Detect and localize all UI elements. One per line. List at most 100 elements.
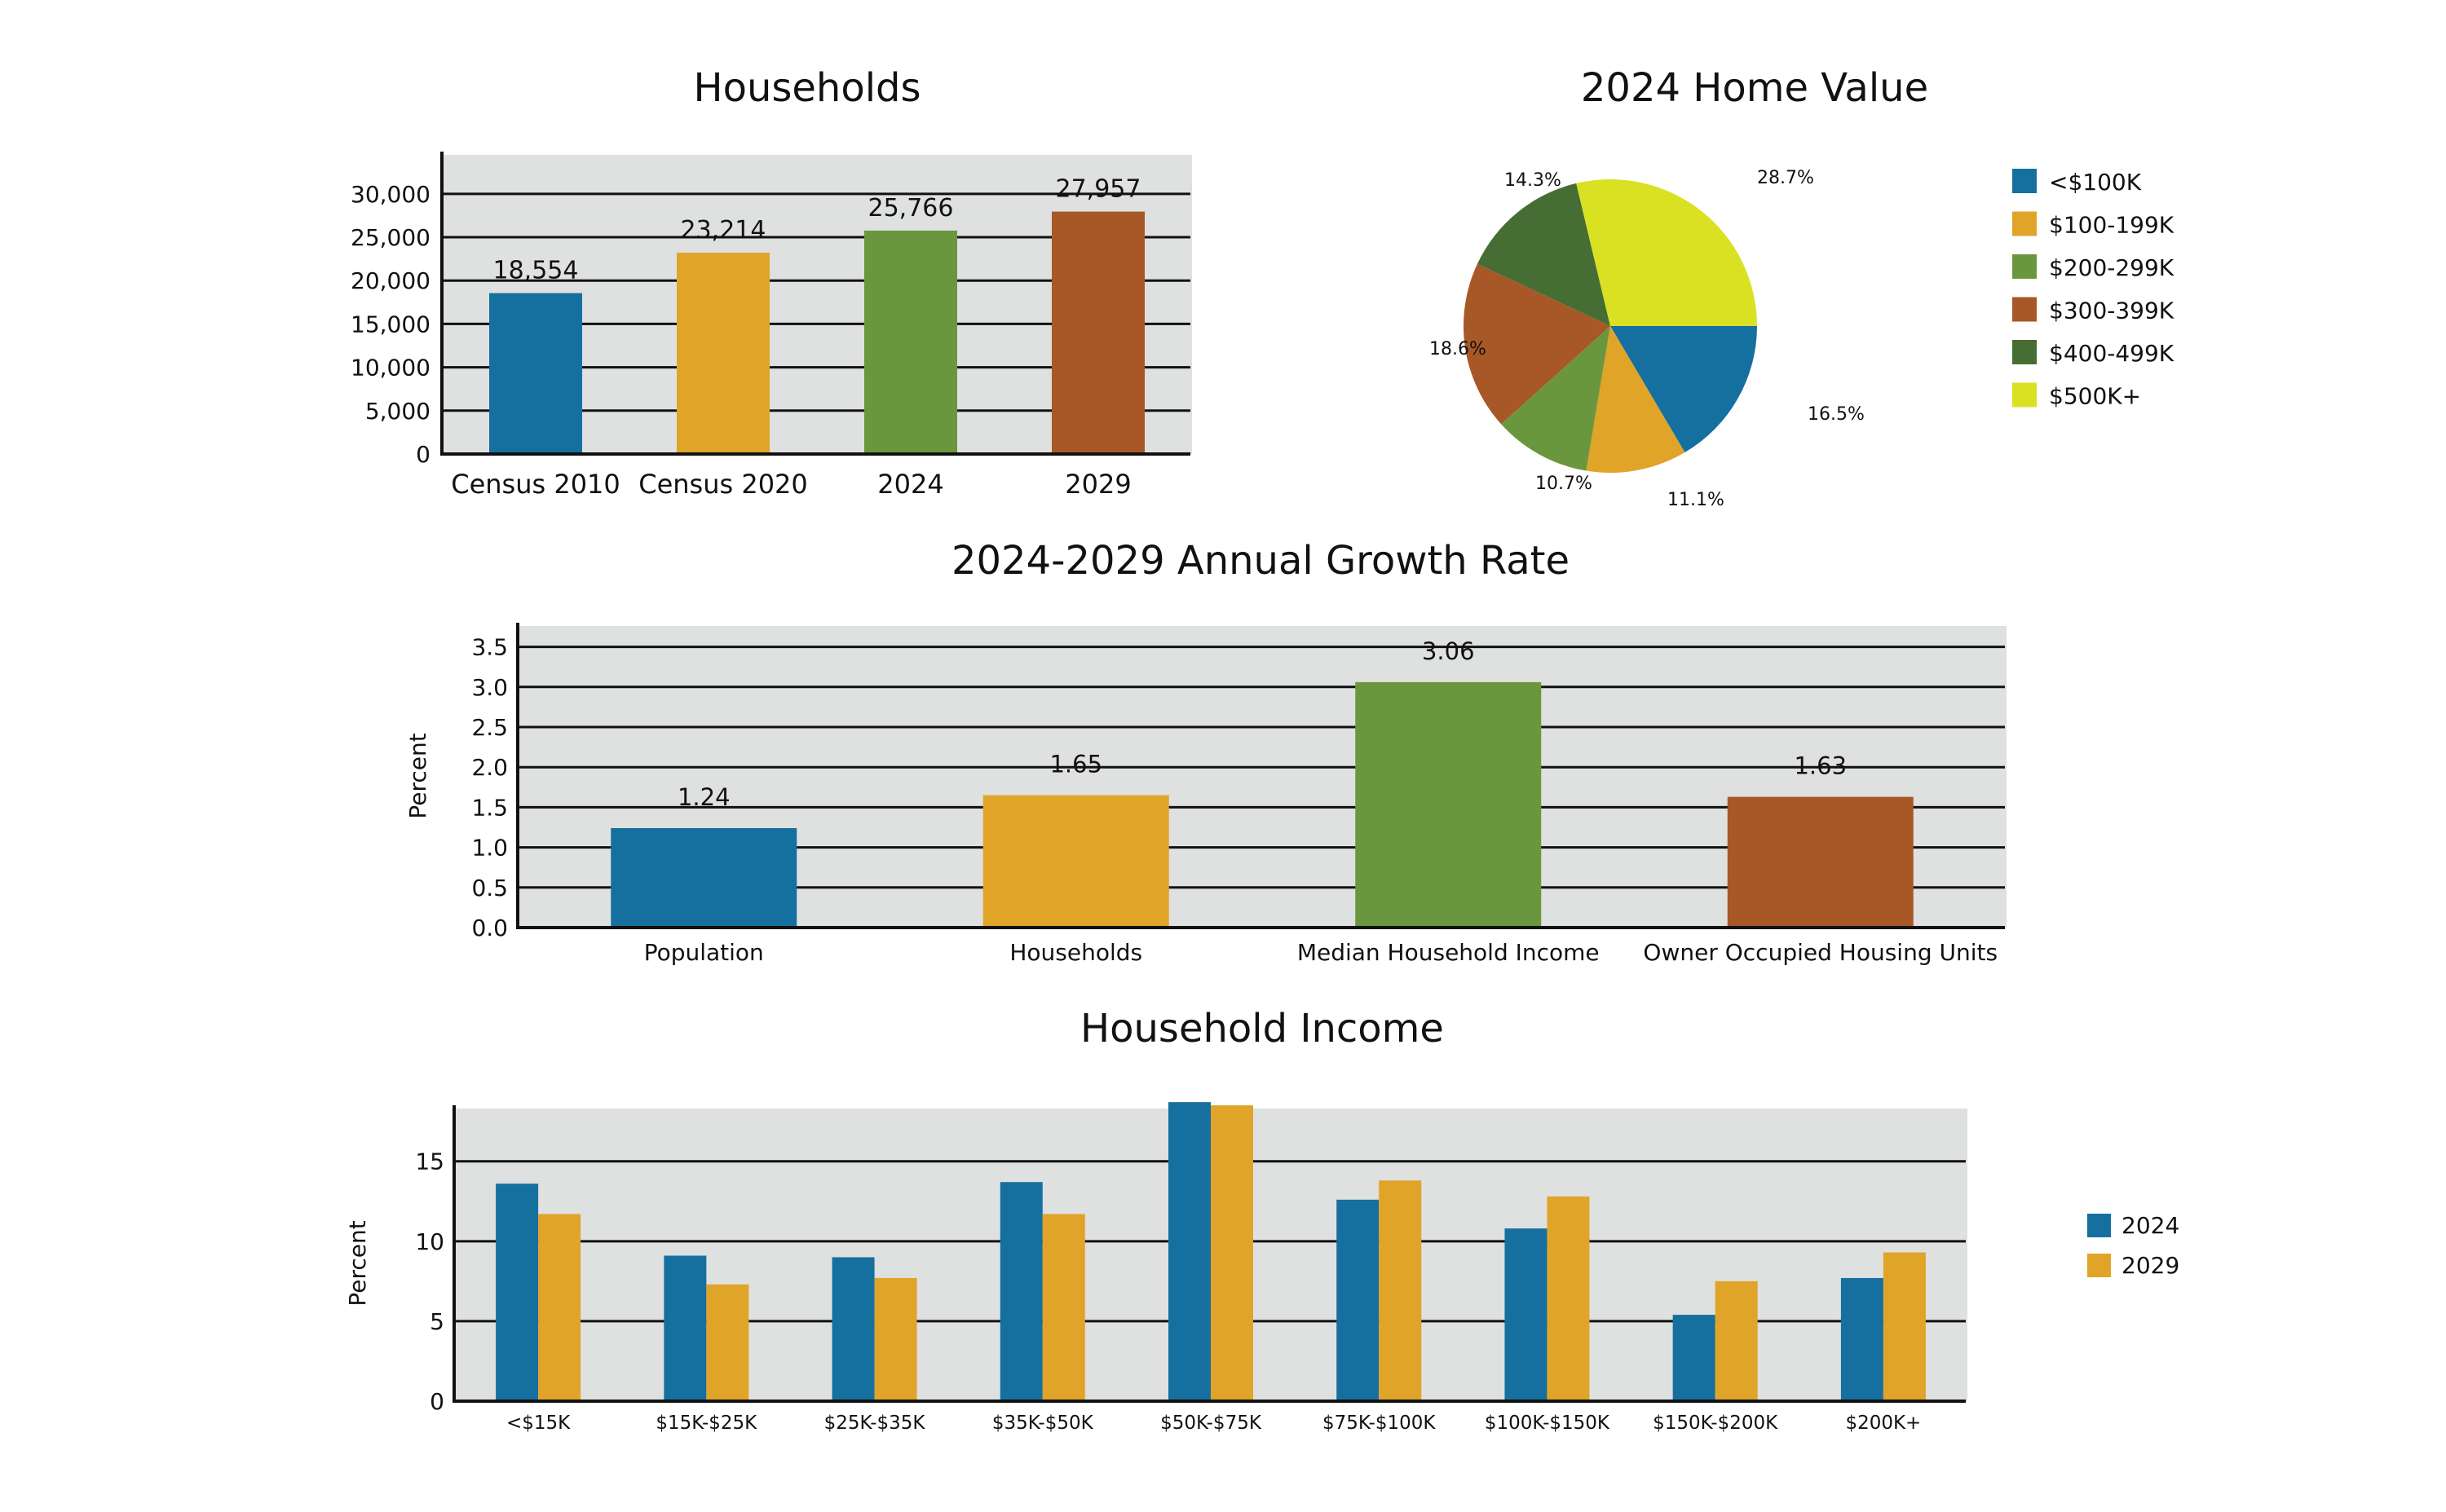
- pie-slice-0: [1610, 326, 1757, 453]
- bar-2029-1: [706, 1284, 749, 1401]
- bar-2024-1: [664, 1255, 707, 1401]
- bar-2029-0: [538, 1214, 581, 1401]
- pie-legend: <$100K $100-199K $200-299K $300-399K $400-49…: [2012, 169, 2174, 410]
- bar-2029-6: [1547, 1196, 1590, 1401]
- bar-2029-4: [1211, 1105, 1253, 1401]
- bar-value-label: 1.65: [1049, 751, 1102, 778]
- y-tick-label: 15: [415, 1148, 444, 1175]
- bar-owner-occupied-housing-units: [1727, 796, 1914, 928]
- y-tick-label: 3.5: [471, 634, 508, 661]
- income-legend: 2024 2029: [2087, 1212, 2179, 1279]
- x-tick-label: $25K-$35K: [824, 1413, 926, 1434]
- y-tick-label: 0: [430, 1388, 444, 1415]
- x-tick-label: $50K-$75K: [1160, 1413, 1262, 1434]
- bar-2029-5: [1379, 1180, 1422, 1401]
- bar-value-label: 25,766: [868, 194, 954, 223]
- bar-value-label: 1.24: [678, 783, 731, 811]
- bar-2024: [864, 230, 957, 454]
- legend-swatch: [2012, 382, 2037, 408]
- growth-y-axis-label: Percent: [404, 733, 431, 818]
- legend-label: 2029: [2121, 1252, 2179, 1279]
- bar-value-label: 27,957: [1056, 175, 1141, 204]
- bar-2024-8: [1840, 1277, 1883, 1401]
- x-tick-label: Census 2010: [451, 469, 620, 500]
- x-tick-label: $15K-$25K: [656, 1413, 757, 1434]
- legend-label: $400-499K: [2049, 340, 2174, 367]
- bar-2024-6: [1504, 1228, 1548, 1401]
- pie-slice-label: 11.1%: [1667, 490, 1724, 510]
- legend-swatch: [2087, 1214, 2111, 1237]
- x-tick-label: $100K-$150K: [1485, 1413, 1610, 1434]
- bar-2029-2: [874, 1277, 917, 1401]
- household-income-chart: Household Income Percent 0 5 10 15 <$15K $15K…: [344, 1006, 2179, 1434]
- y-tick-label: 15,000: [351, 311, 430, 337]
- x-tick-label: Owner Occupied Housing Units: [1643, 939, 1998, 966]
- bar-2024-0: [496, 1184, 539, 1401]
- y-tick-label: 10,000: [351, 355, 430, 381]
- pie-slice-label: 16.5%: [1808, 404, 1865, 425]
- legend-swatch: [2012, 211, 2037, 236]
- pie-slice-4: [1477, 183, 1610, 326]
- bar-households: [982, 795, 1169, 928]
- y-tick-label: 2.0: [471, 754, 508, 781]
- y-tick-label: 20,000: [351, 267, 430, 294]
- households-chart: Households 0 5,000 10,000 15,000 20,000 25,00…: [351, 65, 1192, 500]
- households-title: Households: [693, 65, 921, 111]
- pie-slice-2: [1501, 326, 1610, 471]
- y-tick-label: 3.0: [471, 674, 508, 701]
- pie-slice-1: [1586, 326, 1685, 473]
- bar-2024-2: [832, 1257, 875, 1401]
- bar-population: [611, 827, 797, 928]
- bar-2024-7: [1672, 1315, 1715, 1401]
- bar-2029-7: [1715, 1281, 1758, 1401]
- legend-label: $200-299K: [2049, 254, 2174, 281]
- x-tick-label: Population: [644, 939, 764, 966]
- legend-label: $100-199K: [2049, 212, 2174, 239]
- y-tick-label: 25,000: [351, 224, 430, 251]
- home-value-chart: 2024 Home Value 16.5% 11.1% 10.7% 18.6% 14.3…: [1429, 65, 2174, 510]
- y-tick-label: 30,000: [351, 181, 430, 208]
- bar-value-label: 3.06: [1422, 637, 1475, 665]
- x-tick-label: 2024: [877, 469, 943, 500]
- bar-value-label: 18,554: [493, 257, 579, 285]
- bar-value-label: 1.63: [1794, 752, 1847, 780]
- x-tick-label: $75K-$100K: [1322, 1413, 1436, 1434]
- y-tick-label: 1.5: [471, 794, 508, 821]
- pie-slice-3: [1464, 263, 1610, 425]
- bar-census-2020: [677, 253, 770, 454]
- bar-census-2010: [489, 293, 582, 454]
- legend-swatch: [2012, 254, 2037, 279]
- x-tick-label: Households: [1009, 939, 1142, 966]
- bar-2024-5: [1336, 1199, 1380, 1401]
- income-y-axis-label: Percent: [344, 1220, 371, 1306]
- pie-slice-5: [1576, 179, 1757, 326]
- growth-rate-title: 2024-2029 Annual Growth Rate: [951, 538, 1570, 584]
- y-tick-label: 0: [416, 441, 430, 468]
- y-tick-label: 0.0: [471, 915, 508, 941]
- y-tick-label: 0.5: [471, 875, 508, 901]
- y-tick-label: 10: [415, 1228, 444, 1255]
- y-tick-label: 5,000: [365, 398, 430, 425]
- legend-label: $300-399K: [2049, 298, 2174, 324]
- bar-2024-3: [1000, 1182, 1043, 1401]
- legend-swatch: [2087, 1254, 2111, 1277]
- legend-label: <$100K: [2049, 169, 2142, 196]
- x-tick-label: <$15K: [506, 1413, 571, 1434]
- bar-2029-8: [1883, 1252, 1926, 1401]
- pie-slice-label: 28.7%: [1757, 168, 1814, 188]
- home-value-title: 2024 Home Value: [1581, 65, 1928, 111]
- growth-rate-chart: 2024-2029 Annual Growth Rate Percent 0.0…: [404, 538, 2007, 966]
- bar-value-label: 23,214: [681, 216, 766, 245]
- pie-slice-label: 14.3%: [1504, 170, 1561, 191]
- legend-swatch: [2012, 297, 2037, 322]
- bar-2024-4: [1168, 1102, 1211, 1401]
- bar-median-household-income: [1355, 681, 1542, 928]
- legend-swatch: [2012, 340, 2037, 364]
- bar-2029: [1052, 211, 1145, 454]
- x-tick-label: $150K-$200K: [1653, 1413, 1778, 1434]
- pie-slice-label: 10.7%: [1535, 474, 1592, 494]
- y-tick-label: 2.5: [471, 714, 508, 741]
- legend-label: 2024: [2121, 1212, 2179, 1239]
- y-tick-label: 5: [430, 1308, 444, 1335]
